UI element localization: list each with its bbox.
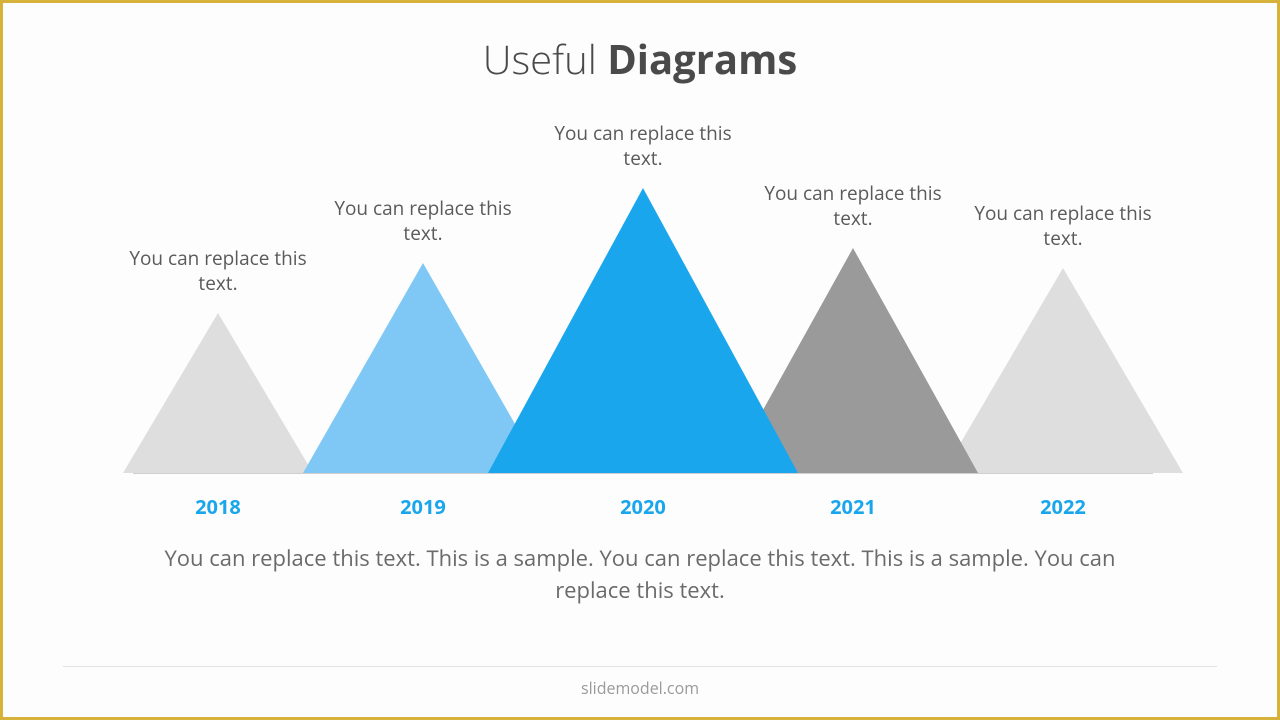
title-prefix: Useful — [483, 31, 607, 86]
year-label-2020: 2020 — [583, 493, 703, 520]
baseline-rule — [133, 473, 1153, 474]
title-bold: Diagrams — [607, 31, 797, 86]
year-label-2022: 2022 — [1003, 493, 1123, 520]
triangle-2020 — [488, 188, 798, 473]
triangle-caption-2022: You can replace this text. — [963, 201, 1163, 252]
triangle-2022 — [943, 268, 1183, 473]
triangle-2018 — [123, 313, 313, 473]
footer-divider — [63, 666, 1217, 667]
triangle-caption-2020: You can replace this text. — [543, 121, 743, 172]
year-label-2018: 2018 — [158, 493, 278, 520]
triangle-caption-2018: You can replace this text. — [118, 246, 318, 297]
year-label-2019: 2019 — [363, 493, 483, 520]
footer-attribution: slidemodel.com — [3, 677, 1277, 699]
year-axis: 2018 2019 2020 2021 2022 — [133, 493, 1153, 523]
triangle-stage: You can replace this text.You can replac… — [133, 113, 1153, 473]
description-text: You can replace this text. This is a sam… — [153, 543, 1127, 607]
page-title: Useful Diagrams — [3, 31, 1277, 86]
year-label-2021: 2021 — [793, 493, 913, 520]
